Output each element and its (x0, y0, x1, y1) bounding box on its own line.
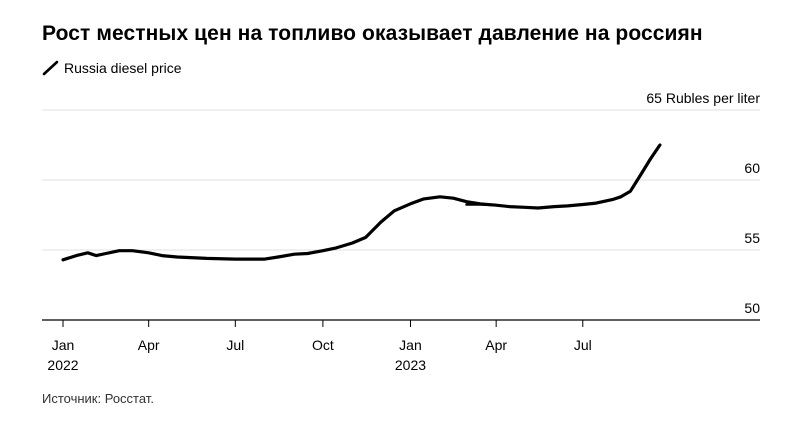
x-axis-ticks: Jan 2022 Apr Jul Oct Jan 2023 Apr Jul (47, 320, 592, 373)
x-tick-label-0: Jan (52, 337, 75, 353)
x-tick-label-5: Apr (485, 337, 507, 353)
series-line-0 (61, 143, 662, 262)
x-tick-label-1: Apr (138, 337, 160, 353)
y-tick-label-55: 55 (744, 230, 760, 246)
series-lines (61, 143, 662, 262)
x-tick-year-0: 2022 (47, 357, 78, 373)
source-note: Источник: Росстат. (42, 391, 154, 406)
grid-lines (42, 109, 760, 251)
y-tick-label-65: 65 Rubles per liter (646, 90, 760, 106)
line-swatch-icon (42, 60, 59, 76)
x-tick-label-3: Oct (312, 337, 334, 353)
y-tick-label-50: 50 (744, 300, 760, 316)
legend: Russia diesel price (42, 58, 182, 78)
chart-title: Рост местных цен на топливо оказывает да… (42, 22, 703, 45)
x-tick-label-4: Jan (399, 337, 422, 353)
series-line-1 (465, 203, 498, 207)
y-axis-ticks: 65 Rubles per liter 60 55 50 (646, 90, 760, 316)
x-tick-label-2: Jul (226, 337, 244, 353)
x-tick-year-4: 2023 (395, 357, 426, 373)
y-tick-label-60: 60 (744, 160, 760, 176)
legend-label: Russia diesel price (64, 60, 182, 76)
x-tick-label-6: Jul (574, 337, 592, 353)
